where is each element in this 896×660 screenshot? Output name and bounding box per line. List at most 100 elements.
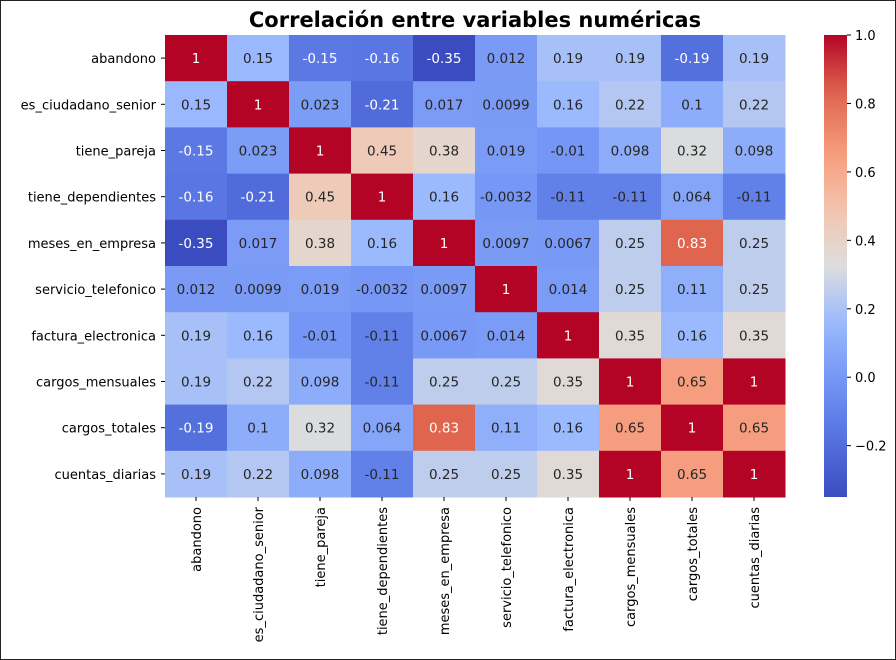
heatmap-cell [537,35,600,82]
y-tick-label: abandono [91,52,156,67]
y-tick-label: tiene_dependientes [28,191,156,206]
cell-value-label: 0.0067 [544,236,591,252]
heatmap-cell [165,266,228,313]
cell-value-label: -0.11 [737,190,772,206]
heatmap-cell [351,173,414,221]
heatmap-cell [351,358,414,406]
cell-value-label: 0.19 [615,51,645,67]
heatmap-cell [413,358,476,406]
cell-value-label: 0.11 [491,421,521,437]
heatmap-cell [351,312,414,359]
heatmap-cell [599,404,662,452]
cell-value-label: 0.0067 [420,328,467,344]
cell-value-label: 0.1 [681,97,702,113]
heatmap-cell [599,35,662,82]
heatmap-cell [537,404,600,452]
y-tick-label: es_ciudadano_senior [21,98,157,113]
cell-value-label: 0.25 [739,282,769,298]
cell-value-label: 0.15 [181,97,211,113]
heatmap-cell [723,81,786,128]
cell-value-label: 0.16 [553,421,583,437]
cell-value-label: 0.014 [549,282,588,298]
heatmap-cell [289,219,352,267]
colorbar: −0.2 0.0 0.2 0.4 0.6 0.8 1.0 [824,29,887,497]
cell-value-label: 1 [378,190,387,206]
heatmap-cell [289,35,352,82]
heatmap-cell [661,35,724,82]
heatmap-cell [165,127,228,175]
heatmap-cell [723,358,786,406]
heatmap-cell [537,81,600,128]
heatmap-cell [227,358,290,406]
cell-value-label: 0.098 [301,467,340,483]
colorbar-gradient [824,35,847,497]
heatmap-cell [289,312,352,359]
x-tick-label: tiene_dependientes [376,507,391,635]
x-tick-label: servicio_telefonico [500,507,515,628]
cell-value-label: 0.0099 [482,97,529,113]
cell-value-label: -0.11 [613,190,648,206]
heatmap-cell [475,358,538,406]
cell-value-label: 0.25 [429,375,459,391]
cell-value-label: 0.15 [243,51,273,67]
heatmap-cell [599,266,662,313]
heatmap-cell [475,404,538,452]
y-axis-labels: abandono es_ciudadano_senior tiene_parejat… [21,52,165,483]
heatmap-cell [413,81,476,128]
x-tick-label: tiene_pareja [314,507,329,587]
heatmap-cell [351,404,414,452]
heatmap-cell [227,35,290,82]
heatmap-cell [475,127,538,175]
heatmap-cell [165,312,228,359]
heatmap-cell [661,81,724,128]
heatmap-cell [165,81,228,128]
cell-value-label: -0.11 [551,190,586,206]
cell-value-label: -0.21 [365,97,400,113]
cell-value-label: 0.064 [363,421,402,437]
cell-value-label: 0.25 [491,375,521,391]
chart-title: Correlación entre variables numéricas [249,8,701,32]
heatmap-cell [289,127,352,175]
cell-value-label: 0.1 [247,421,268,437]
heatmap-cell [227,266,290,313]
cell-value-label: 0.25 [615,282,645,298]
cell-value-label: 1 [626,467,635,483]
cell-value-label: 0.16 [367,236,397,252]
y-tick-label: meses_en_empresa [28,237,156,252]
cell-value-label: 1 [192,51,201,67]
heatmap-cell [661,266,724,313]
cell-value-label: 0.16 [429,190,459,206]
heatmap-cells: 1 0.15 -0.15 -0.16 -0.35 0.012 0.19 0.19 -0.19 0.… [165,35,786,498]
cell-value-label: -0.35 [427,51,462,67]
heatmap-cell [289,404,352,452]
cell-value-label: 0.45 [305,190,335,206]
heatmap-cell [413,173,476,221]
cell-value-label: 0.65 [615,421,645,437]
cell-value-label: 0.35 [553,467,583,483]
heatmap-cell [475,35,538,82]
cell-value-label: 0.83 [677,236,707,252]
cell-value-label: -0.11 [365,375,400,391]
cell-value-label: -0.16 [365,51,400,67]
cell-value-label: -0.15 [179,144,214,160]
heatmap-cell [227,127,290,175]
heatmap-cell [537,266,600,313]
cell-value-label: 0.098 [735,144,774,160]
x-tick-label: factura_electronica [562,507,577,632]
cell-value-label: -0.19 [675,51,710,67]
cell-value-label: 0.19 [553,51,583,67]
cell-value-label: 0.38 [305,236,335,252]
cell-value-label: 0.16 [677,328,707,344]
heatmap-cell [723,127,786,175]
heatmap-cell [289,358,352,406]
heatmap-cell [475,81,538,128]
cell-value-label: 0.023 [239,144,278,160]
cell-value-label: 0.65 [677,375,707,391]
heatmap-cell [227,219,290,267]
heatmap-cell [537,173,600,221]
heatmap-cell [165,404,228,452]
cell-value-label: -0.01 [303,328,338,344]
heatmap-cell [165,35,228,82]
cell-value-label: 1 [750,467,759,483]
